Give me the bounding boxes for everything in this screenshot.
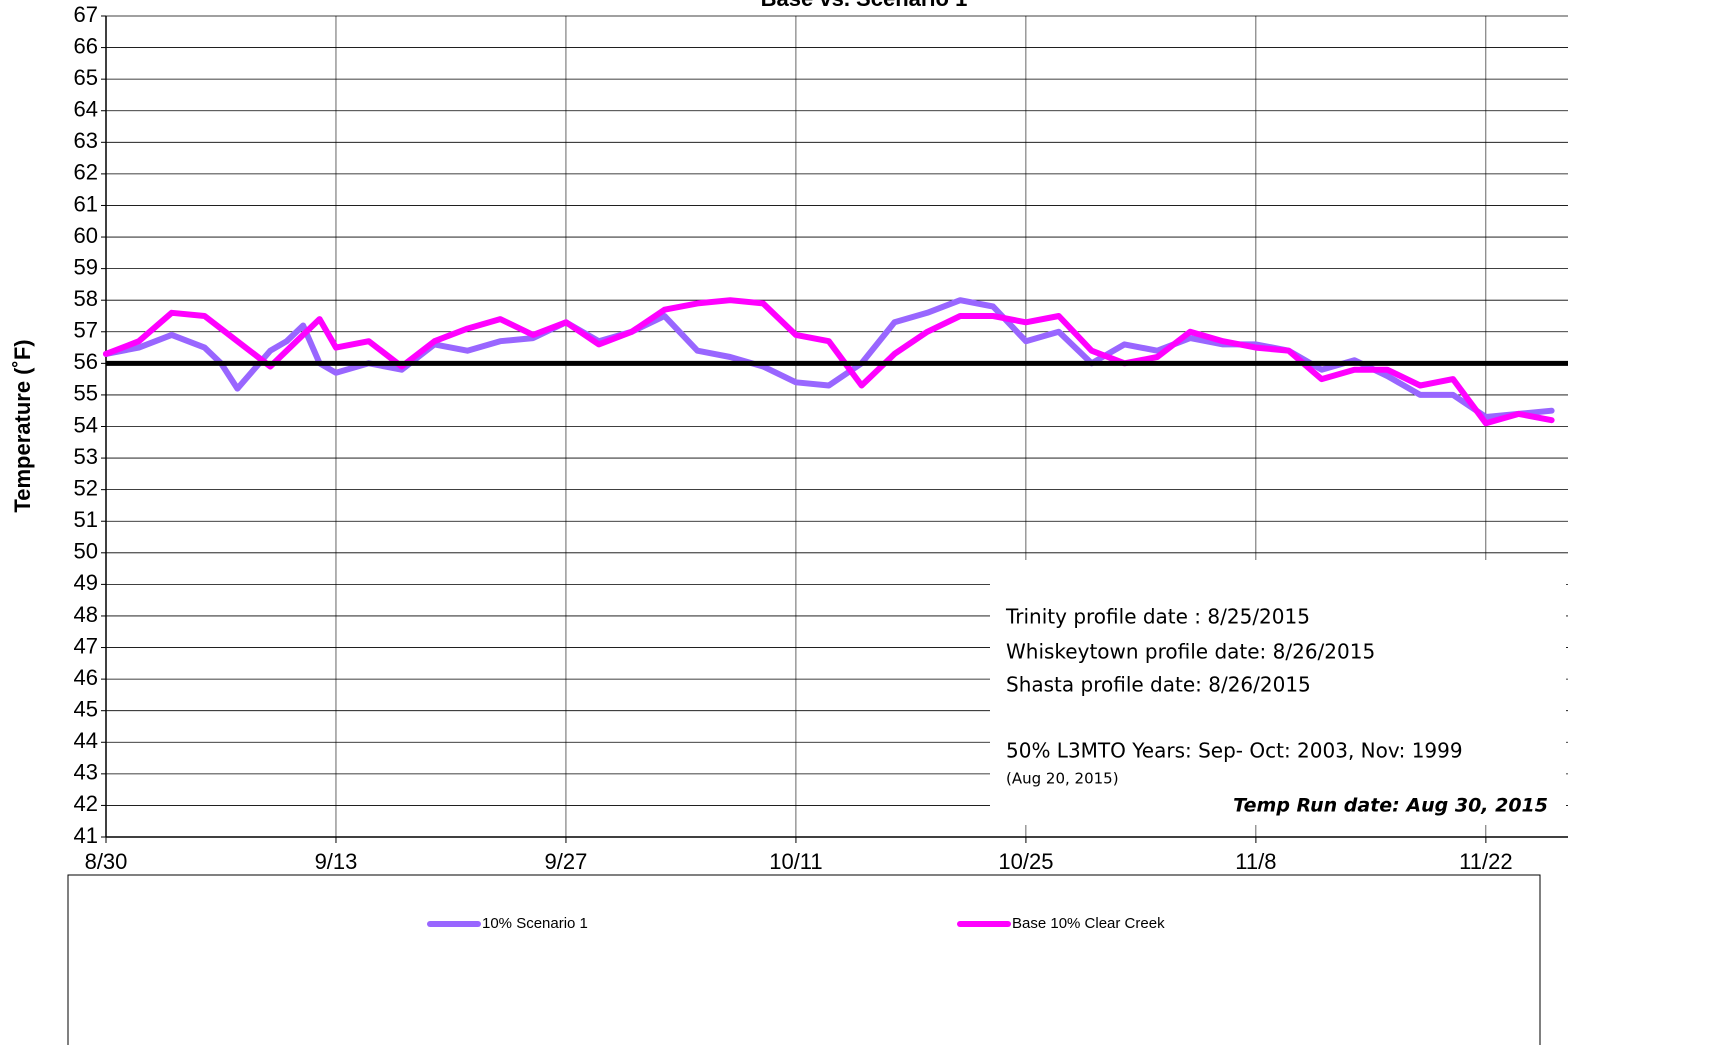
y-axis-label: Temperature (˚F) — [10, 339, 35, 512]
y-tick-label: 56 — [74, 349, 98, 374]
y-tick-label: 66 — [74, 33, 98, 58]
annotation: Temp Run date: Aug 30, 2015 — [1233, 795, 1548, 817]
annotation: Whiskeytown profile date: 8/26/2015 — [1006, 640, 1375, 664]
x-tick-label: 11/8 — [1235, 849, 1276, 874]
y-tick-label: 67 — [74, 2, 98, 27]
y-tick-label: 62 — [74, 160, 98, 185]
y-tick-label: 47 — [74, 633, 98, 658]
y-tick-label: 50 — [74, 539, 98, 564]
y-tick-label: 41 — [74, 823, 98, 848]
x-tick-label: 10/11 — [769, 849, 822, 874]
x-tick-label: 9/13 — [315, 849, 358, 874]
y-tick-label: 55 — [74, 381, 98, 406]
x-tick-label: 11/22 — [1459, 849, 1512, 874]
annotation: (Aug 20, 2015) — [1006, 770, 1119, 788]
annotation: 50% L3MTO Years: Sep- Oct: 2003, Nov: 19… — [1006, 739, 1463, 763]
y-tick-label: 51 — [74, 507, 98, 532]
legend-box — [67, 874, 1541, 1045]
chart-title: Base vs. Scenario 1 — [761, 0, 968, 11]
y-tick-label: 61 — [74, 191, 98, 216]
annotation-box — [990, 560, 1566, 825]
legend-label: Base 10% Clear Creek — [1012, 915, 1165, 932]
series-line — [103, 297, 1555, 427]
y-tick-label: 54 — [74, 412, 98, 437]
y-tick-label: 53 — [74, 444, 98, 469]
y-tick-label: 49 — [74, 570, 98, 595]
y-tick-label: 45 — [74, 697, 98, 722]
annotation: Shasta profile date: 8/26/2015 — [1006, 673, 1311, 697]
legend-label: 10% Scenario 1 — [482, 915, 588, 932]
series-line — [103, 297, 1555, 420]
x-tick-label: 9/27 — [545, 849, 588, 874]
x-tick-label: 8/30 — [85, 849, 128, 874]
y-tick-label: 46 — [74, 665, 98, 690]
y-tick-label: 52 — [74, 475, 98, 500]
y-tick-label: 44 — [74, 728, 98, 753]
y-tick-label: 60 — [74, 223, 98, 248]
x-tick-label: 10/25 — [998, 849, 1053, 874]
annotation: Trinity profile date : 8/25/2015 — [1005, 605, 1310, 629]
y-tick-label: 65 — [74, 65, 98, 90]
y-tick-label: 42 — [74, 791, 98, 816]
y-tick-label: 58 — [74, 286, 98, 311]
y-tick-label: 43 — [74, 760, 98, 785]
y-tick-label: 63 — [74, 128, 98, 153]
y-tick-label: 48 — [74, 602, 98, 627]
y-tick-label: 64 — [74, 97, 98, 122]
y-tick-label: 57 — [74, 318, 98, 343]
y-tick-label: 59 — [74, 254, 98, 279]
